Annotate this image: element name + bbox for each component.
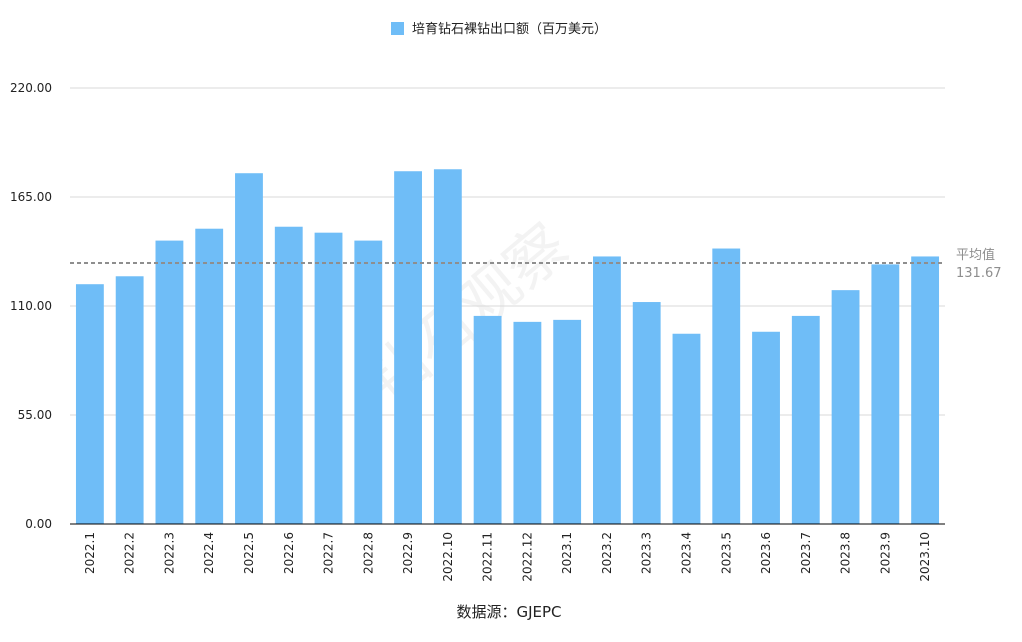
y-tick-label: 0.00: [25, 517, 52, 531]
x-tick-label: 2023.6: [759, 532, 773, 574]
x-tick-label: 2022.1: [83, 532, 97, 574]
average-label: 平均值: [956, 247, 995, 263]
bar: [791, 315, 820, 524]
y-tick-label: 110.00: [10, 299, 52, 313]
bar: [75, 284, 104, 524]
x-tick-label: 2023.5: [719, 532, 733, 574]
x-tick-label: 2022.12: [520, 532, 534, 582]
average-value: 131.67: [956, 266, 1002, 281]
bar: [911, 256, 940, 524]
x-tick-label: 2022.3: [162, 532, 176, 574]
y-axis-ticks: 0.00 55.00 110.00 165.00 220.00: [10, 81, 52, 531]
bar: [155, 240, 184, 524]
y-tick-label: 55.00: [18, 408, 52, 422]
x-tick-label: 2022.9: [401, 532, 415, 574]
bar: [235, 173, 263, 524]
x-tick-label: 2022.4: [202, 532, 216, 574]
watermark: 钻石观察: [353, 211, 582, 419]
bar: [752, 331, 780, 524]
x-tick-label: 2023.3: [640, 532, 654, 574]
legend-label: 培育钻石裸钻出口额（百万美元）: [412, 21, 607, 37]
y-tick-label: 165.00: [10, 190, 52, 204]
x-tick-label: 2023.7: [799, 532, 813, 574]
legend-swatch: [391, 22, 404, 35]
x-tick-label: 2023.8: [839, 532, 853, 574]
x-axis-ticks: 2022.1 2022.2 2022.3 2022.4 2022.5 2022.6 2022…: [83, 532, 932, 582]
bar: [354, 240, 383, 524]
x-tick-label: 2022.10: [441, 532, 455, 582]
x-tick-label: 2022.11: [481, 532, 495, 582]
bar: [433, 169, 462, 524]
bar: [593, 256, 621, 524]
bar: [115, 276, 144, 524]
bar: [513, 321, 542, 524]
x-tick-label: 2023.9: [878, 532, 892, 574]
x-tick-label: 2023.2: [600, 532, 614, 574]
x-tick-label: 2022.5: [242, 532, 256, 574]
y-tick-label: 220.00: [10, 81, 52, 95]
bar: [712, 248, 741, 524]
bar: [871, 264, 900, 524]
x-tick-label: 2023.4: [679, 532, 693, 574]
bar: [274, 226, 303, 524]
x-tick-label: 2022.2: [123, 532, 137, 574]
bar: [394, 171, 422, 524]
x-tick-label: 2022.8: [361, 532, 375, 574]
bar: [672, 333, 701, 524]
x-tick-label: 2023.1: [560, 532, 574, 574]
x-tick-label: 2022.7: [322, 532, 336, 574]
x-tick-label: 2022.6: [282, 532, 296, 574]
bar: [553, 319, 582, 524]
legend: 培育钻石裸钻出口额（百万美元）: [391, 21, 607, 37]
bar: [195, 228, 224, 524]
bar: [473, 315, 502, 524]
source-note: 数据源：GJEPC: [456, 603, 561, 621]
x-tick-label: 2023.10: [918, 532, 932, 582]
bars: [75, 169, 940, 524]
bar: [632, 302, 661, 524]
bar: [831, 290, 860, 524]
bar: [314, 232, 343, 524]
